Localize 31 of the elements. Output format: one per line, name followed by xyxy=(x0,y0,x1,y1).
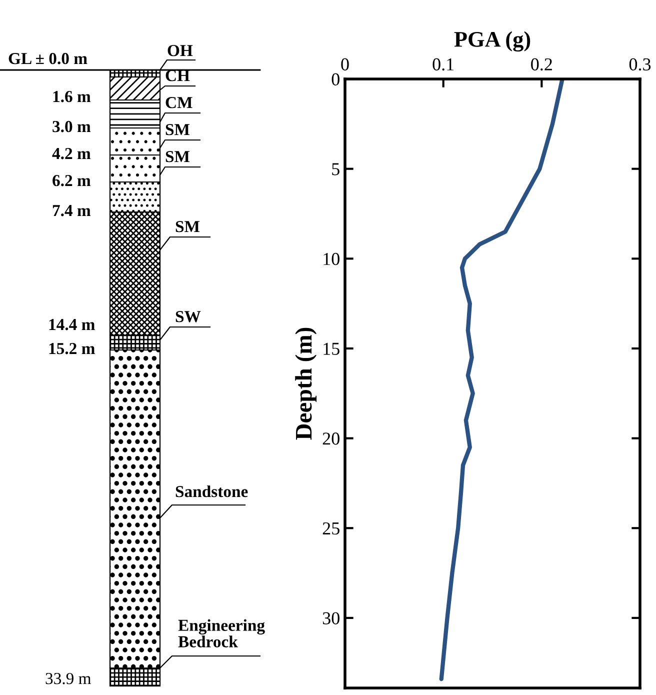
x-tick-label: 0.3 xyxy=(629,58,651,71)
y-tick-label: 30 xyxy=(322,612,340,624)
y-tick-label: 20 xyxy=(322,432,340,445)
text: SW xyxy=(176,310,201,322)
text: GL ± 0.0 m xyxy=(8,52,88,64)
x-axis-title: PGA (g) xyxy=(454,31,530,52)
line-series xyxy=(439,79,564,682)
y-tick-label: 25 xyxy=(322,522,340,535)
text: Engineering Bedrock xyxy=(178,619,265,648)
text: 1.6 m xyxy=(53,90,91,102)
text: SM xyxy=(166,124,190,136)
y-tick-label: 0 xyxy=(332,73,340,86)
x-tick-label: 0 xyxy=(341,58,349,70)
text: Sandstone xyxy=(176,485,248,498)
text: SM xyxy=(176,220,200,232)
x-tick-label: 0.1 xyxy=(432,58,454,71)
text: 7.4 m xyxy=(52,205,91,216)
text: CM xyxy=(166,96,192,108)
x-tick-label: 0.2 xyxy=(531,58,552,71)
text: 4.2 m xyxy=(52,148,91,160)
text: 14.4 m xyxy=(49,319,95,330)
text: 6.2 m xyxy=(52,174,91,186)
text: OH xyxy=(168,44,193,56)
y-tick-label: 15 xyxy=(324,342,340,355)
text: SM xyxy=(166,150,190,162)
text: 15.2 m xyxy=(49,342,95,354)
y-tick-label: 10 xyxy=(324,252,340,266)
y-tick-label: 5 xyxy=(332,163,340,176)
text: 3.0 m xyxy=(52,120,91,132)
text: 33.9 m xyxy=(46,672,92,684)
y-axis-title: Deepth (m) xyxy=(295,328,317,440)
